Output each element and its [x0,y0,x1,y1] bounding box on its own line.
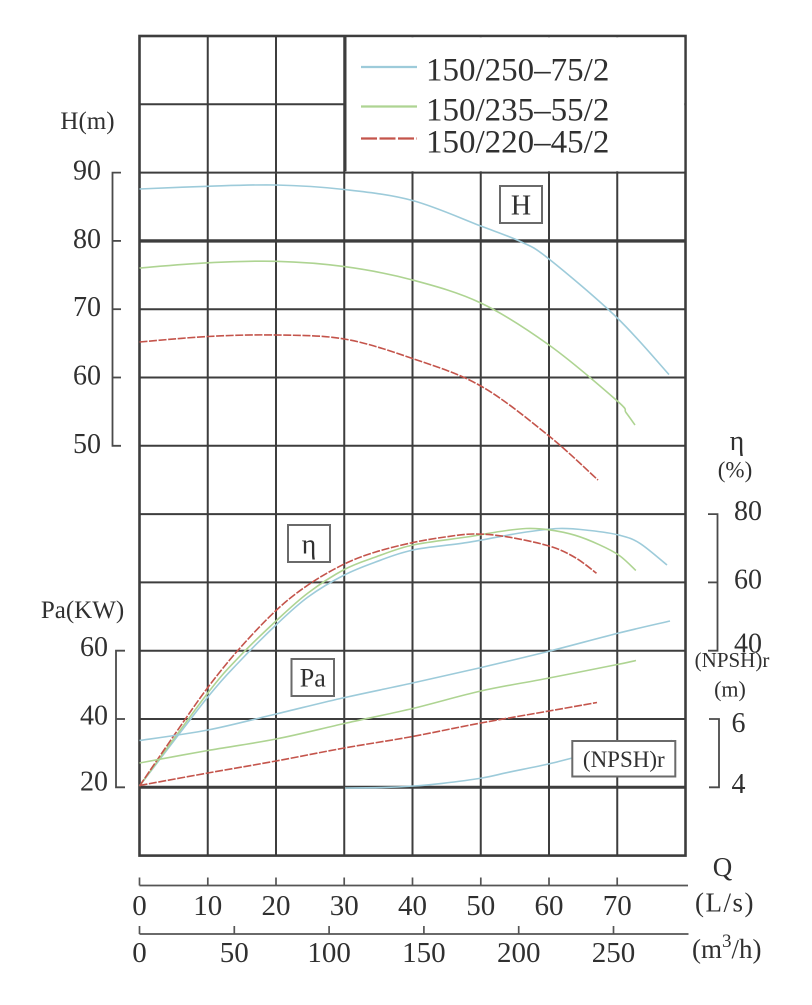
svg-text:(m): (m) [714,677,746,702]
svg-text:Pa(KW): Pa(KW) [41,597,124,624]
svg-text:70: 70 [603,890,632,922]
svg-text:60: 60 [734,565,762,596]
svg-text:40: 40 [734,629,762,660]
svg-text:250: 250 [592,937,636,969]
svg-text:60: 60 [80,632,108,663]
svg-text:150/250–75/2: 150/250–75/2 [426,53,609,89]
svg-text:10: 10 [193,890,222,922]
svg-text:Q: Q [713,852,733,882]
svg-text:80: 80 [73,224,101,255]
svg-text:40: 40 [80,701,108,732]
svg-text:0: 0 [132,890,147,922]
svg-text:η: η [302,529,317,560]
svg-text:100: 100 [307,937,351,969]
svg-text:H(m): H(m) [60,108,114,135]
svg-text:50: 50 [73,429,101,460]
svg-text:20: 20 [80,767,108,798]
svg-text:(%): (%) [718,458,752,483]
svg-text:150/220–45/2: 150/220–45/2 [426,125,609,161]
svg-text:η: η [730,426,745,457]
svg-text:Pa: Pa [300,664,326,693]
svg-text:50: 50 [220,937,249,969]
svg-text:6: 6 [732,708,746,739]
svg-text:60: 60 [73,361,101,392]
svg-text:80: 80 [734,496,762,527]
svg-text:70: 70 [73,292,101,323]
svg-text:40: 40 [398,890,427,922]
svg-text:90: 90 [73,156,101,187]
svg-text:50: 50 [466,890,495,922]
svg-text:(L/s): (L/s) [695,888,755,918]
svg-text:4: 4 [732,769,746,800]
svg-text:0: 0 [132,937,147,969]
svg-text:60: 60 [535,890,564,922]
svg-text:150: 150 [402,937,446,969]
svg-text:20: 20 [262,890,291,922]
svg-text:200: 200 [497,937,541,969]
svg-text:30: 30 [330,890,359,922]
svg-text:H: H [511,190,531,221]
svg-text:150/235–55/2: 150/235–55/2 [426,93,609,129]
svg-text:(NPSH)r: (NPSH)r [695,648,770,672]
svg-text:(NPSH)r: (NPSH)r [583,747,665,772]
